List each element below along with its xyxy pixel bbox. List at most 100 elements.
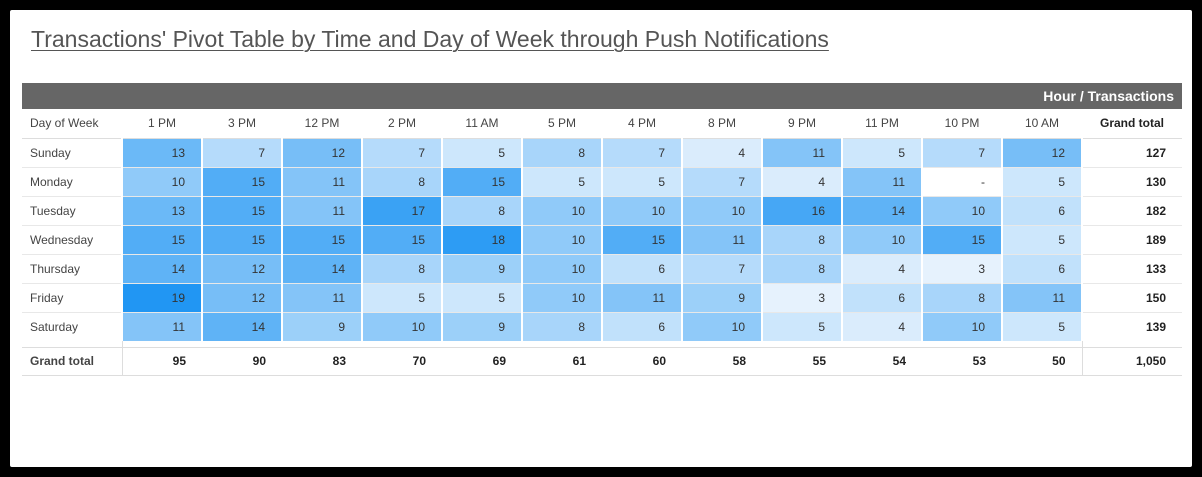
heatmap-cell: 4 bbox=[761, 166, 843, 196]
heatmap-cell: 12 bbox=[201, 253, 283, 283]
column-grand-total: 95 bbox=[122, 346, 202, 376]
heatmap-cell: 5 bbox=[1001, 224, 1083, 254]
row-grand-total: 182 bbox=[1081, 195, 1182, 225]
heatmap-cell: 10 bbox=[521, 195, 603, 225]
heatmap-cell: 15 bbox=[361, 224, 443, 254]
row-grand-total: 130 bbox=[1081, 166, 1182, 196]
grand-total-row: Grand total 95 90 83 70 69 61 60 58 55 54 53 50 1,05… bbox=[22, 346, 1182, 376]
column-header: 10 PM bbox=[944, 116, 980, 131]
column-group-header: Hour / Transactions bbox=[22, 83, 1182, 109]
heatmap-cell: 16 bbox=[761, 195, 843, 225]
table-row: Tuesday 13 15 11 17 8 10 10 10 16 14 10 6 182 bbox=[22, 195, 1182, 225]
heatmap-cell: 10 bbox=[921, 195, 1003, 225]
heatmap-cell: 5 bbox=[521, 166, 603, 196]
column-header-row: Day of Week 1 PM 3 PM 12 PM 2 PM 11 AM 5 PM 4 … bbox=[22, 109, 1182, 138]
heatmap-cell: 7 bbox=[201, 137, 283, 167]
heatmap-cell: 14 bbox=[201, 311, 283, 341]
row-grand-total: 127 bbox=[1081, 137, 1182, 167]
heatmap-cell: 19 bbox=[121, 282, 203, 312]
heatmap-cell: 5 bbox=[361, 282, 443, 312]
heatmap-cell: 5 bbox=[841, 137, 923, 167]
heatmap-cell: 10 bbox=[521, 253, 603, 283]
heatmap-cell: 14 bbox=[281, 253, 363, 283]
column-grand-total: 83 bbox=[282, 346, 362, 376]
heatmap-cell: 15 bbox=[921, 224, 1003, 254]
heatmap-cell: - bbox=[921, 166, 1003, 196]
heatmap-cell: 7 bbox=[921, 137, 1003, 167]
column-grand-total: 90 bbox=[202, 346, 282, 376]
heatmap-cell: 10 bbox=[521, 282, 603, 312]
grand-total-column-header: Grand total bbox=[1099, 116, 1164, 131]
heatmap-cell: 6 bbox=[601, 311, 683, 341]
heatmap-cell: 3 bbox=[761, 282, 843, 312]
column-grand-total: 54 bbox=[842, 346, 922, 376]
column-header: 12 PM bbox=[304, 116, 340, 131]
heatmap-cell: 4 bbox=[681, 137, 763, 167]
table-row: Wednesday 15 15 15 15 18 10 15 11 8 10 15 5 189 bbox=[22, 224, 1182, 254]
heatmap-cell: 5 bbox=[441, 282, 523, 312]
chart-panel: Transactions' Pivot Table by Time and Da… bbox=[10, 10, 1192, 467]
heatmap-cell: 9 bbox=[441, 311, 523, 341]
column-header: 9 PM bbox=[787, 116, 816, 131]
heatmap-cell: 5 bbox=[441, 137, 523, 167]
row-dimension-header: Day of Week bbox=[30, 116, 99, 131]
column-grand-total: 50 bbox=[1002, 346, 1082, 376]
heatmap-cell: 14 bbox=[841, 195, 923, 225]
heatmap-cell: 8 bbox=[761, 253, 843, 283]
column-header: 1 PM bbox=[147, 116, 176, 131]
column-grand-total: 70 bbox=[362, 346, 442, 376]
overall-grand-total: 1,050 bbox=[1081, 346, 1182, 376]
row-label: Wednesday bbox=[22, 224, 123, 254]
heatmap-cell: 8 bbox=[361, 253, 443, 283]
heatmap-cell: 15 bbox=[201, 166, 283, 196]
heatmap-cell: 10 bbox=[361, 311, 443, 341]
row-label: Monday bbox=[22, 166, 123, 196]
heatmap-cell: 6 bbox=[841, 282, 923, 312]
heatmap-cell: 15 bbox=[601, 224, 683, 254]
heatmap-cell: 8 bbox=[441, 195, 523, 225]
heatmap-cell: 12 bbox=[281, 137, 363, 167]
heatmap-cell: 17 bbox=[361, 195, 443, 225]
table-row: Thursday 14 12 14 8 9 10 6 7 8 4 3 6 133 bbox=[22, 253, 1182, 283]
heatmap-cell: 9 bbox=[681, 282, 763, 312]
heatmap-cell: 12 bbox=[201, 282, 283, 312]
grand-total-row-label: Grand total bbox=[22, 346, 123, 376]
heatmap-cell: 5 bbox=[601, 166, 683, 196]
row-label: Friday bbox=[22, 282, 123, 312]
table-row: Saturday 11 14 9 10 9 8 6 10 5 4 10 5 139 bbox=[22, 311, 1182, 341]
column-header: 5 PM bbox=[547, 116, 576, 131]
heatmap-cell: 3 bbox=[921, 253, 1003, 283]
column-header: 4 PM bbox=[627, 116, 656, 131]
column-grand-total: 53 bbox=[922, 346, 1002, 376]
row-grand-total: 133 bbox=[1081, 253, 1182, 283]
heatmap-cell: 5 bbox=[761, 311, 843, 341]
heatmap-cell: 4 bbox=[841, 311, 923, 341]
heatmap-cell: 6 bbox=[1001, 195, 1083, 225]
heatmap-cell: 11 bbox=[681, 224, 763, 254]
heatmap-cell: 10 bbox=[681, 311, 763, 341]
heatmap-cell: 9 bbox=[281, 311, 363, 341]
row-grand-total: 150 bbox=[1081, 282, 1182, 312]
heatmap-cell: 10 bbox=[521, 224, 603, 254]
heatmap-cell: 8 bbox=[361, 166, 443, 196]
heatmap-cell: 11 bbox=[281, 166, 363, 196]
heatmap-cell: 14 bbox=[121, 253, 203, 283]
heatmap-cell: 15 bbox=[441, 166, 523, 196]
heatmap-cell: 10 bbox=[921, 311, 1003, 341]
heatmap-cell: 15 bbox=[121, 224, 203, 254]
heatmap-cell: 10 bbox=[681, 195, 763, 225]
heatmap-cell: 7 bbox=[681, 253, 763, 283]
heatmap-cell: 6 bbox=[1001, 253, 1083, 283]
heatmap-cell: 13 bbox=[121, 137, 203, 167]
heatmap-cell: 8 bbox=[521, 311, 603, 341]
column-grand-total: 55 bbox=[762, 346, 842, 376]
chart-title: Transactions' Pivot Table by Time and Da… bbox=[31, 26, 829, 52]
row-grand-total: 139 bbox=[1081, 311, 1182, 341]
column-header: 2 PM bbox=[387, 116, 416, 131]
column-header: 10 AM bbox=[1024, 116, 1060, 131]
heatmap-cell: 15 bbox=[201, 195, 283, 225]
heatmap-cell: 8 bbox=[761, 224, 843, 254]
row-grand-total: 189 bbox=[1081, 224, 1182, 254]
heatmap-cell: 8 bbox=[521, 137, 603, 167]
row-label: Saturday bbox=[22, 311, 123, 341]
